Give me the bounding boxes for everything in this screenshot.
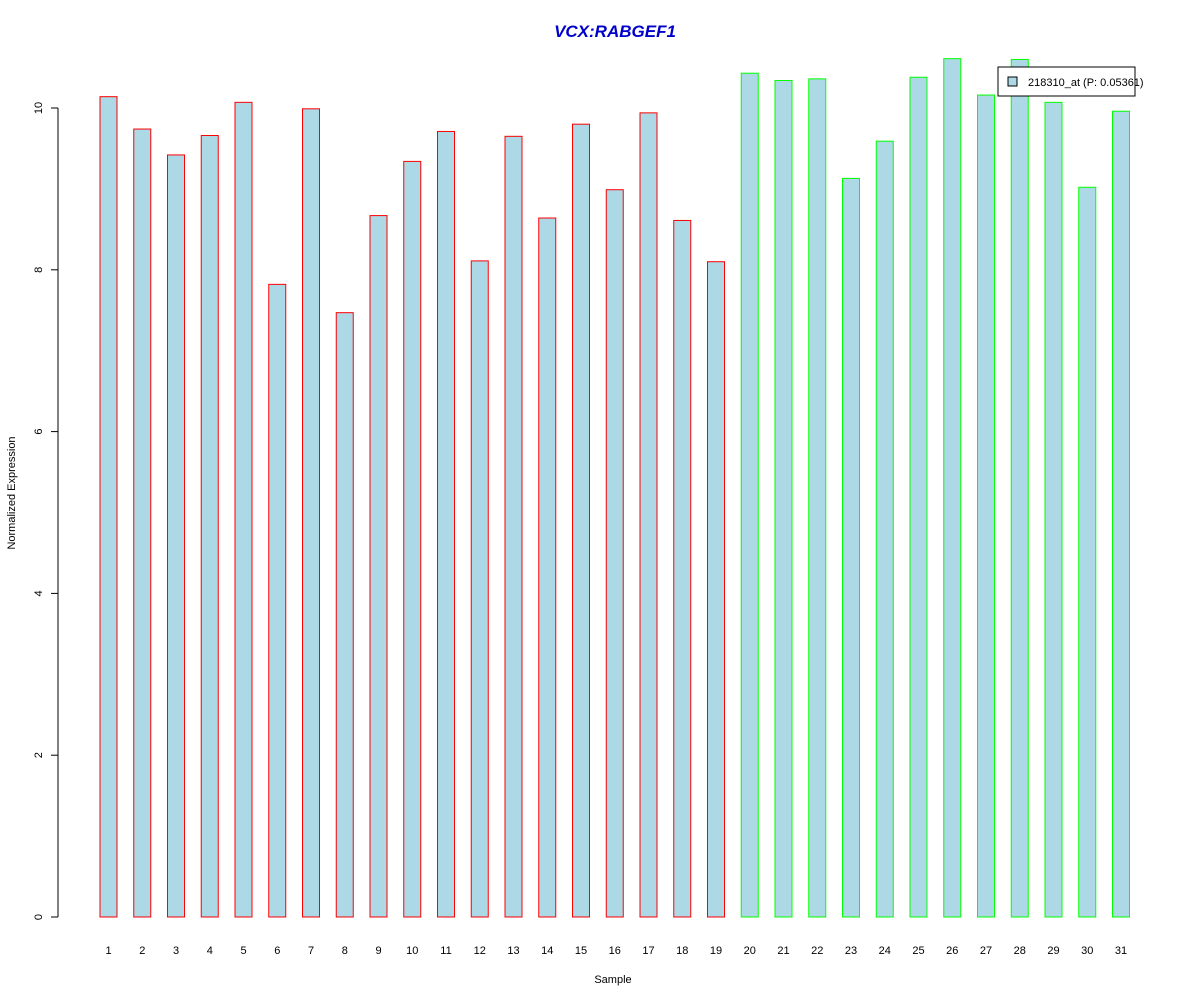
x-tick-label: 26 (946, 945, 958, 957)
x-tick-label: 27 (980, 945, 992, 957)
legend-label: 218310_at (P: 0.05361) (1028, 77, 1144, 89)
bar (875, 140, 894, 918)
bar (133, 128, 152, 918)
bar (200, 135, 219, 918)
bar (1078, 186, 1097, 918)
y-tick-label: 10 (33, 102, 45, 114)
bar (673, 219, 692, 918)
x-tick-label: 28 (1014, 945, 1026, 957)
x-tick-label: 21 (777, 945, 789, 957)
x-tick-label: 31 (1115, 945, 1127, 957)
bar (437, 130, 455, 918)
y-tick-label: 6 (33, 429, 45, 435)
bar (842, 177, 860, 918)
y-tick-label: 4 (33, 590, 45, 596)
bar (99, 96, 118, 918)
bar (302, 108, 320, 918)
bar (909, 76, 928, 918)
x-tick-label: 10 (406, 945, 418, 957)
bar (1044, 101, 1063, 918)
bar (234, 101, 253, 918)
x-tick-label: 6 (274, 945, 280, 957)
bar (1010, 58, 1029, 918)
x-tick-label: 17 (642, 945, 654, 957)
x-tick-label: 7 (308, 945, 314, 957)
bar (403, 160, 422, 918)
x-tick-label: 2 (139, 945, 145, 957)
x-tick-label: 15 (575, 945, 587, 957)
bars-group (99, 58, 1130, 918)
y-axis-label: Normalized Expression (6, 436, 18, 549)
x-tick-label: 3 (173, 945, 179, 957)
y-tick-label: 2 (33, 752, 45, 758)
x-tick-label: 30 (1081, 945, 1093, 957)
y-tick-label: 0 (33, 914, 45, 920)
x-tick-label: 25 (912, 945, 924, 957)
x-tick-label: 18 (676, 945, 688, 957)
x-tick-label: 29 (1047, 945, 1059, 957)
chart-title: VCX:RABGEF1 (554, 22, 676, 41)
bar (268, 283, 287, 918)
bar (605, 189, 624, 918)
bar (572, 123, 590, 918)
x-tick-label: 5 (240, 945, 246, 957)
x-tick-label: 13 (507, 945, 519, 957)
bar (538, 217, 557, 918)
x-tick-label: 23 (845, 945, 857, 957)
x-axis: 1 2 3 4 5 6 7 8 9 10 11 12 13 14 15 16 17 18 19 20 21 22 23 24 2… (105, 945, 1127, 957)
y-axis: 0 2 4 6 8 10 (33, 102, 59, 920)
bar (1112, 110, 1130, 918)
x-tick-label: 9 (375, 945, 381, 957)
legend-box (997, 66, 1136, 97)
x-tick-label: 4 (207, 945, 213, 957)
x-tick-label: 12 (474, 945, 486, 957)
bar (369, 215, 388, 918)
bar (808, 78, 827, 918)
x-tick-label: 22 (811, 945, 823, 957)
bar (504, 135, 523, 918)
x-axis-label: Sample (594, 974, 631, 986)
bar (639, 112, 658, 918)
bar (707, 261, 725, 918)
x-tick-label: 16 (609, 945, 621, 957)
y-tick-label: 8 (33, 267, 45, 273)
bar (943, 58, 962, 918)
x-tick-label: 20 (744, 945, 756, 957)
x-tick-label: 14 (541, 945, 553, 957)
x-tick-label: 1 (105, 945, 111, 957)
bar (335, 312, 354, 918)
bar (740, 72, 759, 918)
x-tick-label: 11 (440, 945, 451, 957)
bar (470, 260, 489, 918)
legend: 218310_at (P: 0.05361) (997, 66, 1144, 97)
x-tick-label: 24 (879, 945, 891, 957)
bar (167, 154, 185, 918)
legend-swatch (1007, 76, 1018, 87)
bar (977, 94, 995, 918)
x-tick-label: 19 (710, 945, 722, 957)
bar (774, 79, 793, 918)
x-tick-label: 8 (342, 945, 348, 957)
